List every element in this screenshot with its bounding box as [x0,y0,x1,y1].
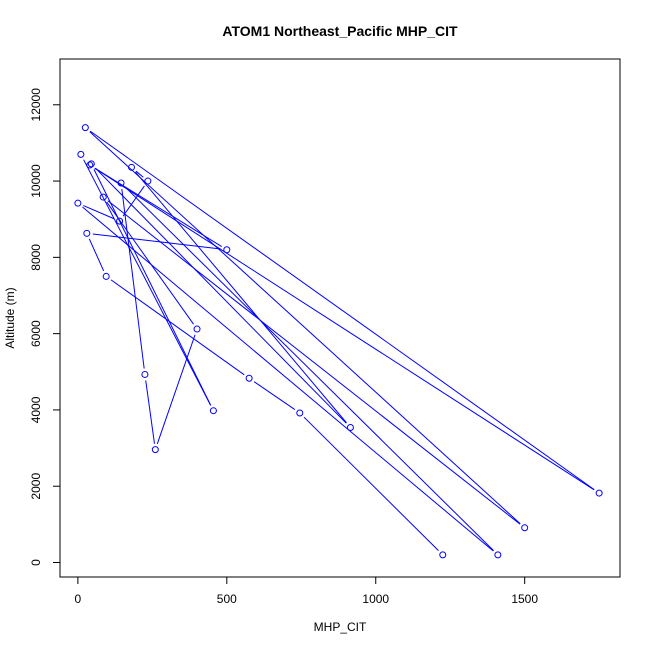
data-point [151,446,159,454]
series-segment [124,186,494,552]
series-segment [122,185,145,217]
series-segment [93,169,212,406]
data-point [521,524,529,532]
series-segment [82,206,494,552]
x-axis: 0 500 1000 1500 [75,576,538,606]
y-axis: 0 2000 4000 6000 8000 10000 12000 [29,88,61,566]
series-segment [253,381,296,410]
data-point [141,370,149,378]
y-tick-label: 12000 [29,88,43,122]
data-point [209,407,217,415]
data-point [494,551,502,559]
chart-title: ATOM1 Northeast_Pacific MHP_CIT [222,23,458,39]
data-point [83,229,91,237]
series-segment [88,238,105,272]
x-tick-label: 500 [217,592,237,606]
series-segment [94,167,595,491]
data-point [87,160,95,168]
data-point [296,409,304,417]
series-segment [145,380,155,444]
series-segment [303,416,439,552]
y-tick-label: 8000 [29,244,43,271]
data-point [223,246,231,254]
y-tick-label: 6000 [29,320,43,347]
series-segment [121,188,145,369]
series-segment [92,233,221,250]
series-segment [89,131,521,525]
y-tick-label: 0 [29,559,43,566]
y-tick-label: 2000 [29,473,43,500]
y-tick-label: 4000 [29,396,43,423]
series-segment [94,167,222,247]
series-layer [74,124,603,559]
series-segment [83,159,212,406]
series-segment [95,167,347,424]
data-point [245,374,253,382]
series-segment [156,334,196,445]
series-segment [83,205,115,220]
data-point [102,272,110,280]
data-point [595,489,603,497]
x-axis-label: MHP_CIT [314,620,367,634]
series-segment [110,279,245,376]
series-segment [107,200,521,525]
series-segment [134,171,347,424]
data-point [116,217,124,225]
data-point [346,423,354,431]
data-point [77,150,85,158]
plot-frame [59,58,621,578]
data-point [117,179,125,187]
data-point [127,163,135,171]
data-point [86,161,94,169]
data-point [99,193,107,201]
x-tick-label: 1000 [362,592,389,606]
data-point [74,199,82,207]
x-tick-label: 1500 [511,592,538,606]
data-point [81,124,89,132]
data-point [193,325,201,333]
data-point [144,177,152,185]
series-segment [135,170,144,178]
data-point [439,551,447,559]
x-tick-label: 0 [75,592,82,606]
series-segment [89,130,595,491]
y-tick-label: 10000 [29,164,43,198]
y-axis-label: Altitude (m) [3,287,17,348]
